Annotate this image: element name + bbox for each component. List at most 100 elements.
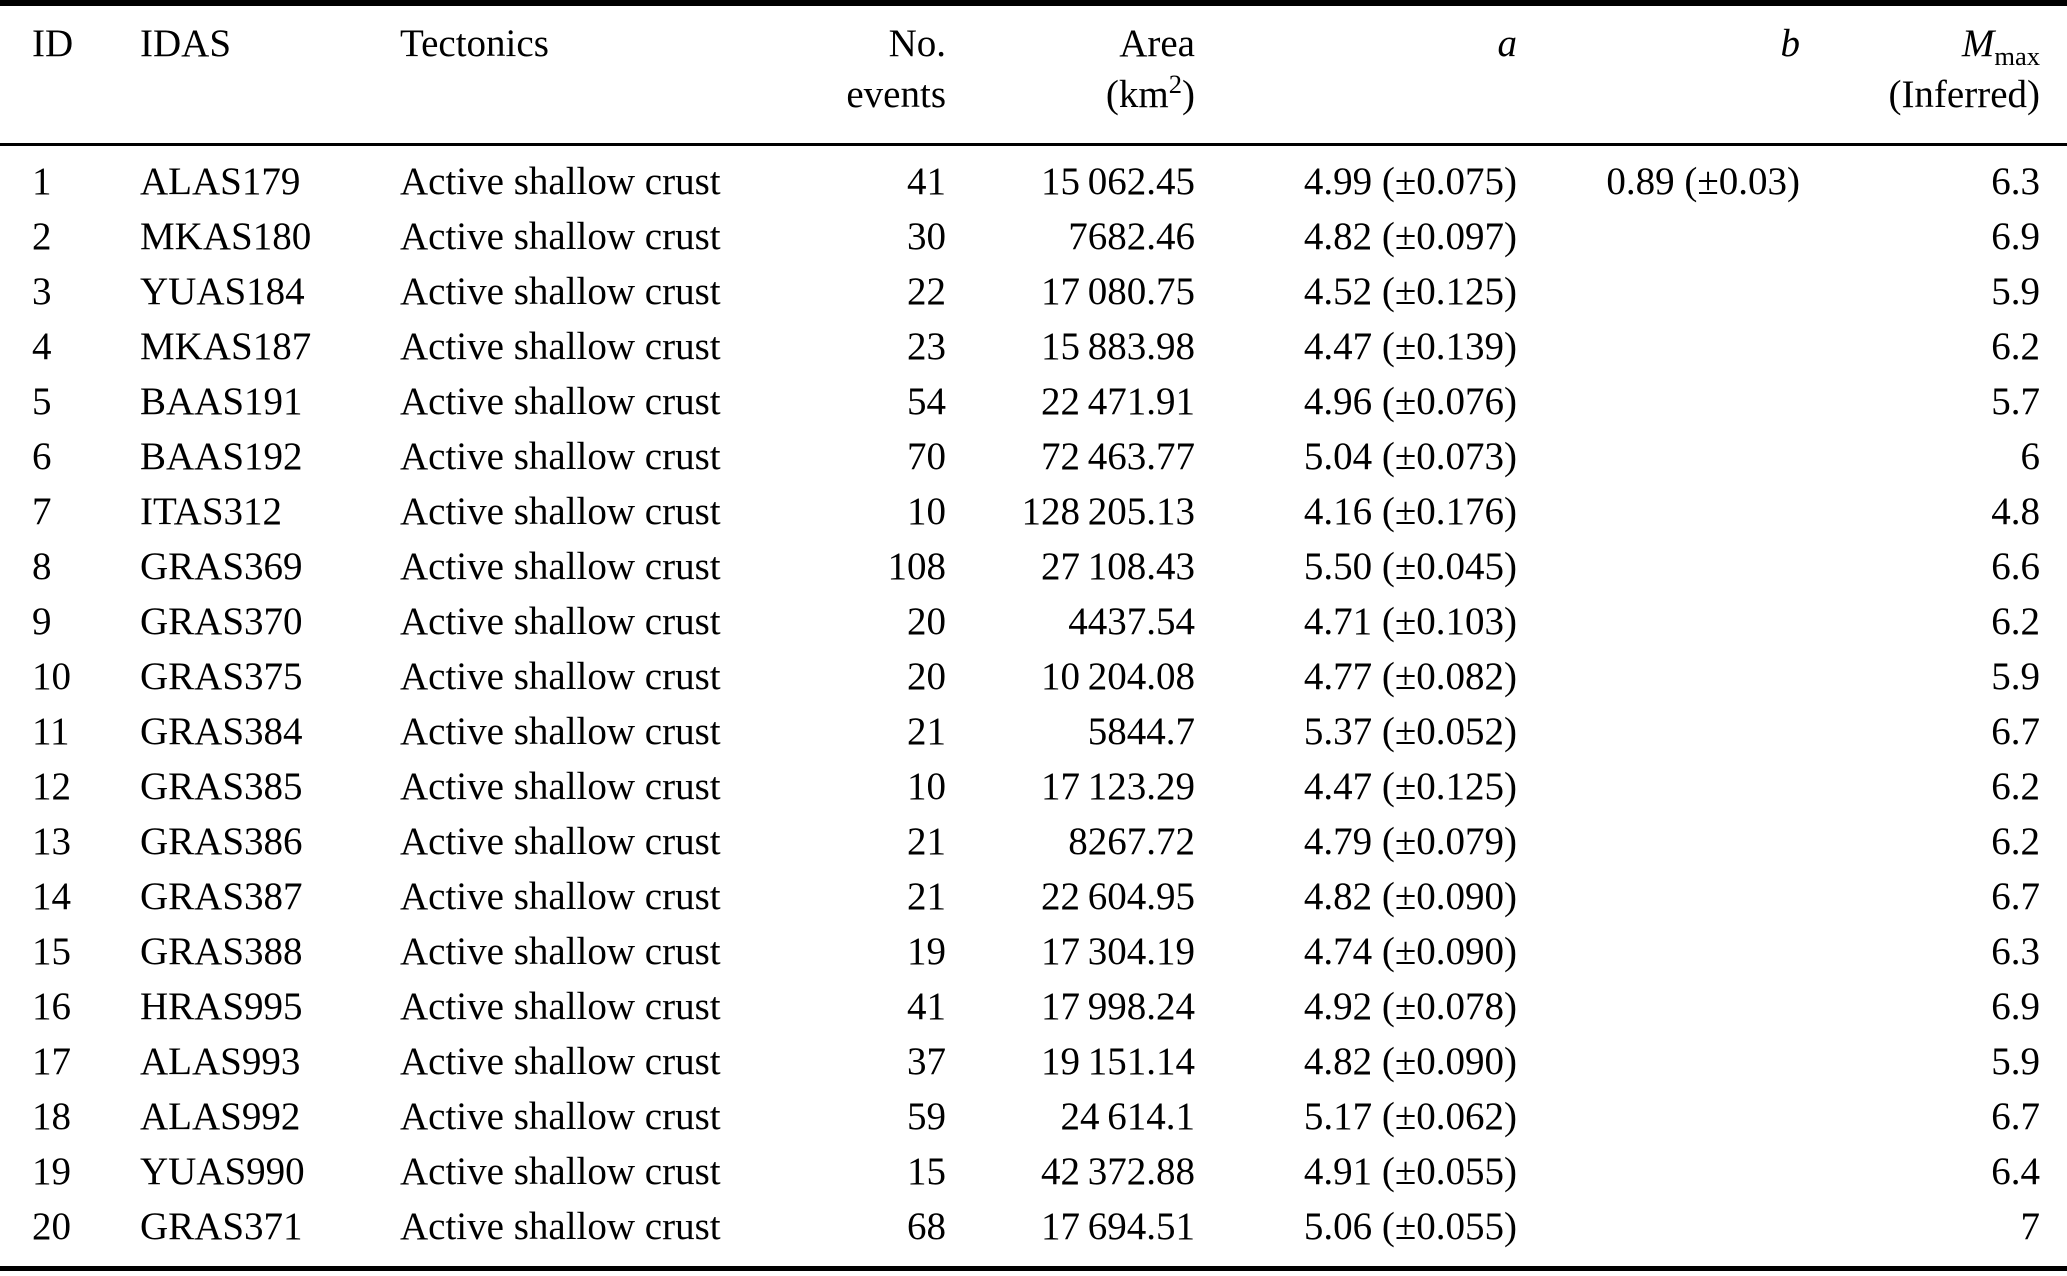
cell-b: [1517, 1034, 1800, 1089]
cell-mmax: 4.8: [1991, 490, 2040, 533]
cell-no-events: 21: [907, 710, 946, 753]
cell-area: 24 614.1: [1060, 1095, 1195, 1138]
cell-id: 18: [32, 1095, 71, 1138]
cell-tectonics: Active shallow crust: [400, 765, 721, 808]
header-row: ID IDAS Tectonics No. events Area (km2) …: [0, 3, 2067, 146]
cell-no-events: 37: [907, 1040, 946, 1083]
cell-area: 17 998.24: [1040, 985, 1195, 1028]
cell-a: 4.82 (±0.090): [1303, 875, 1517, 918]
cell-b: [1517, 704, 1800, 759]
col-header-id-label: ID: [32, 22, 74, 65]
cell-id: 10: [32, 655, 71, 698]
cell-area: 15 883.98: [1040, 325, 1195, 368]
cell-area: 8267.72: [1068, 820, 1195, 863]
cell-tectonics: Active shallow crust: [400, 160, 721, 203]
cell-mmax: 6.7: [1991, 875, 2040, 918]
cell-tectonics: Active shallow crust: [400, 875, 721, 918]
col-header-b-label: b: [1780, 22, 1801, 65]
col-header-no-events-line2: events: [846, 73, 946, 116]
cell-b: 0.89 (±0.03): [1606, 160, 1800, 203]
cell-area: 17 080.75: [1040, 270, 1195, 313]
cell-id: 14: [32, 875, 71, 918]
cell-b: [1517, 1144, 1800, 1199]
cell-no-events: 41: [907, 160, 946, 203]
cell-idas: GRAS371: [140, 1205, 303, 1248]
table-row: 1 ALAS179 Active shallow crust 41 15 062…: [0, 145, 2067, 210]
col-header-tectonics: Tectonics: [400, 3, 830, 146]
cell-mmax: 6.3: [1991, 930, 2040, 973]
cell-mmax: 6.2: [1991, 325, 2040, 368]
cell-tectonics: Active shallow crust: [400, 380, 721, 423]
cell-area: 22 604.95: [1040, 875, 1195, 918]
table-row: 12 GRAS385 Active shallow crust 10 17 12…: [0, 759, 2067, 814]
cell-id: 13: [32, 820, 71, 863]
cell-id: 12: [32, 765, 71, 808]
cell-mmax: 6.2: [1991, 765, 2040, 808]
area-unit-exponent: 2: [1168, 69, 1182, 99]
cell-a: 4.47 (±0.125): [1303, 765, 1517, 808]
cell-a: 4.99 (±0.075): [1303, 160, 1517, 203]
cell-id: 6: [32, 435, 52, 478]
col-header-area-unit: (km2): [1105, 69, 1195, 116]
cell-no-events: 41: [907, 985, 946, 1028]
cell-no-events: 68: [907, 1205, 946, 1248]
cell-idas: YUAS990: [140, 1150, 305, 1193]
cell-b: [1517, 209, 1800, 264]
cell-tectonics: Active shallow crust: [400, 215, 721, 258]
cell-id: 3: [32, 270, 52, 313]
cell-mmax: 6.7: [1991, 1095, 2040, 1138]
cell-a: 4.92 (±0.078): [1303, 985, 1517, 1028]
cell-no-events: 23: [907, 325, 946, 368]
cell-id: 16: [32, 985, 71, 1028]
cell-b: [1517, 979, 1800, 1034]
cell-tectonics: Active shallow crust: [400, 1150, 721, 1193]
table-body: 1 ALAS179 Active shallow crust 41 15 062…: [0, 145, 2067, 1269]
cell-area: 4437.54: [1068, 600, 1195, 643]
cell-b: [1517, 924, 1800, 979]
table-row: 7 ITAS312 Active shallow crust 10 128 20…: [0, 484, 2067, 539]
table-row: 19 YUAS990 Active shallow crust 15 42 37…: [0, 1144, 2067, 1199]
cell-id: 9: [32, 600, 52, 643]
cell-tectonics: Active shallow crust: [400, 1205, 721, 1248]
col-header-mmax-line2: (Inferred): [1888, 73, 2040, 116]
cell-mmax: 6.2: [1991, 820, 2040, 863]
cell-idas: MKAS187: [140, 325, 312, 368]
cell-a: 5.06 (±0.055): [1303, 1205, 1517, 1248]
cell-area: 10 204.08: [1040, 655, 1195, 698]
cell-no-events: 108: [887, 545, 947, 588]
cell-no-events: 15: [907, 1150, 946, 1193]
col-header-idas-label: IDAS: [140, 22, 232, 65]
mmax-subscript: max: [1994, 40, 2040, 71]
cell-idas: GRAS370: [140, 600, 303, 643]
cell-a: 4.96 (±0.076): [1303, 380, 1517, 423]
cell-id: 11: [32, 710, 70, 753]
cell-idas: GRAS388: [140, 930, 303, 973]
cell-a: 4.91 (±0.055): [1303, 1150, 1517, 1193]
table-row: 16 HRAS995 Active shallow crust 41 17 99…: [0, 979, 2067, 1034]
cell-idas: ALAS179: [140, 160, 301, 203]
cell-mmax: 6.9: [1991, 985, 2040, 1028]
cell-area: 17 304.19: [1040, 930, 1195, 973]
cell-mmax: 6.6: [1991, 545, 2040, 588]
cell-id: 19: [32, 1150, 71, 1193]
table-row: 11 GRAS384 Active shallow crust 21 5844.…: [0, 704, 2067, 759]
col-header-mmax: Mmax (Inferred): [1800, 3, 2067, 146]
cell-idas: ITAS312: [140, 490, 283, 533]
cell-mmax: 5.7: [1991, 380, 2040, 423]
cell-id: 5: [32, 380, 52, 423]
cell-no-events: 70: [907, 435, 946, 478]
table-row: 3 YUAS184 Active shallow crust 22 17 080…: [0, 264, 2067, 319]
col-header-idas: IDAS: [140, 3, 400, 146]
cell-idas: YUAS184: [140, 270, 305, 313]
col-header-area: Area (km2): [950, 3, 1210, 146]
cell-b: [1517, 484, 1800, 539]
cell-idas: MKAS180: [140, 215, 312, 258]
cell-area: 19 151.14: [1040, 1040, 1195, 1083]
cell-mmax: 6: [2020, 435, 2041, 478]
cell-id: 17: [32, 1040, 71, 1083]
col-header-tectonics-label: Tectonics: [400, 22, 549, 65]
table-row: 20 GRAS371 Active shallow crust 68 17 69…: [0, 1199, 2067, 1269]
table-row: 5 BAAS191 Active shallow crust 54 22 471…: [0, 374, 2067, 429]
cell-mmax: 6.2: [1991, 600, 2040, 643]
cell-a: 4.82 (±0.097): [1303, 215, 1517, 258]
